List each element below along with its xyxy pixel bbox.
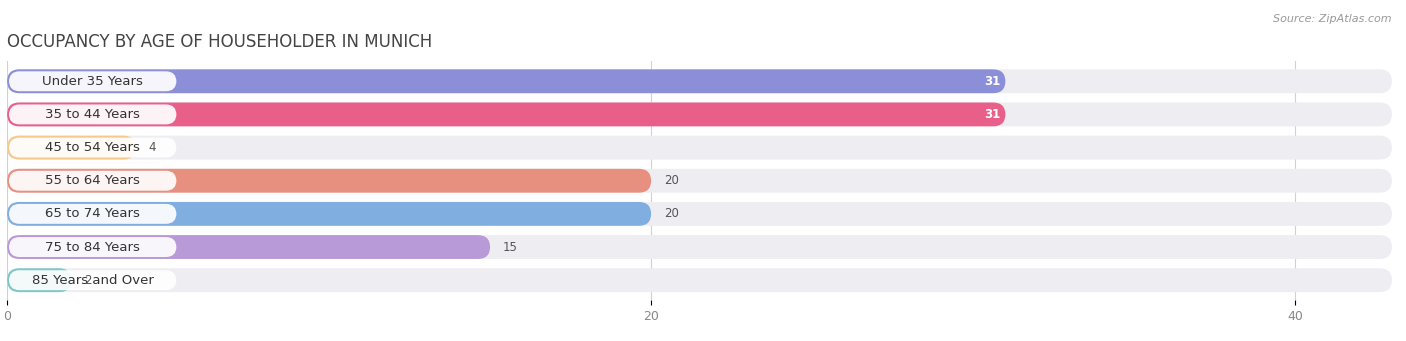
Text: 15: 15 — [503, 240, 517, 254]
FancyBboxPatch shape — [7, 268, 1392, 292]
Text: 65 to 74 Years: 65 to 74 Years — [45, 207, 141, 220]
Text: 55 to 64 Years: 55 to 64 Years — [45, 174, 141, 187]
Text: 20: 20 — [664, 174, 679, 187]
Text: 31: 31 — [984, 108, 1001, 121]
Text: 2: 2 — [84, 274, 91, 287]
Text: Under 35 Years: Under 35 Years — [42, 75, 143, 88]
Text: 75 to 84 Years: 75 to 84 Years — [45, 240, 141, 254]
FancyBboxPatch shape — [8, 237, 176, 257]
FancyBboxPatch shape — [8, 171, 176, 191]
FancyBboxPatch shape — [7, 202, 1392, 226]
FancyBboxPatch shape — [7, 69, 1392, 93]
FancyBboxPatch shape — [8, 104, 176, 124]
Text: Source: ZipAtlas.com: Source: ZipAtlas.com — [1274, 14, 1392, 24]
FancyBboxPatch shape — [7, 202, 651, 226]
Text: 20: 20 — [664, 207, 679, 220]
FancyBboxPatch shape — [8, 204, 176, 224]
FancyBboxPatch shape — [7, 169, 651, 193]
FancyBboxPatch shape — [7, 235, 491, 259]
Text: 45 to 54 Years: 45 to 54 Years — [45, 141, 141, 154]
FancyBboxPatch shape — [8, 138, 176, 158]
Text: 35 to 44 Years: 35 to 44 Years — [45, 108, 141, 121]
FancyBboxPatch shape — [7, 103, 1005, 127]
Text: 85 Years and Over: 85 Years and Over — [32, 274, 153, 287]
FancyBboxPatch shape — [8, 270, 176, 290]
FancyBboxPatch shape — [7, 268, 72, 292]
Text: OCCUPANCY BY AGE OF HOUSEHOLDER IN MUNICH: OCCUPANCY BY AGE OF HOUSEHOLDER IN MUNIC… — [7, 33, 432, 51]
FancyBboxPatch shape — [8, 71, 176, 91]
FancyBboxPatch shape — [7, 69, 1005, 93]
FancyBboxPatch shape — [7, 136, 136, 160]
Text: 31: 31 — [984, 75, 1001, 88]
FancyBboxPatch shape — [7, 136, 1392, 160]
FancyBboxPatch shape — [7, 169, 1392, 193]
Text: 4: 4 — [149, 141, 156, 154]
FancyBboxPatch shape — [7, 235, 1392, 259]
FancyBboxPatch shape — [7, 103, 1392, 127]
